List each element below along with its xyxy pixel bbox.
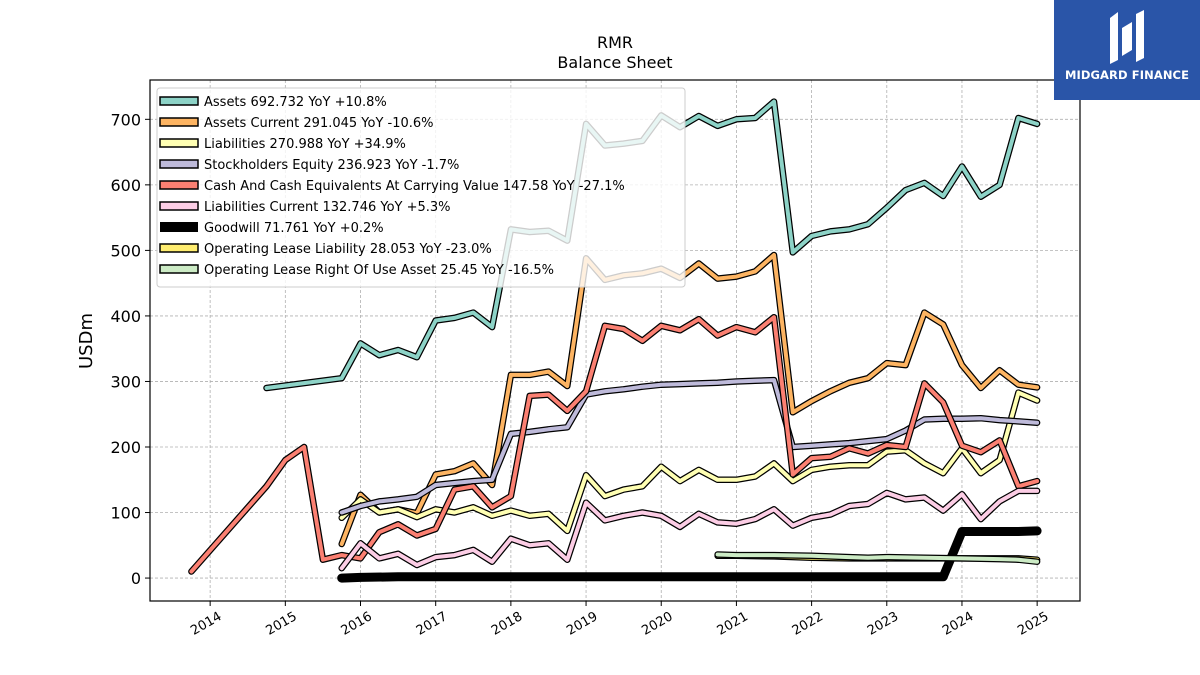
x-tick-label: 2018	[489, 609, 525, 639]
series-stockholders-equity	[338, 376, 1041, 516]
series-cash-and-cash-equivalents-at-carrying-value	[188, 313, 1041, 575]
y-tick-label: 200	[110, 438, 141, 457]
x-tick-label: 2023	[865, 609, 901, 639]
legend-item: Assets Current 291.045 YoY -10.6%	[159, 116, 434, 131]
y-axis-label: USDm	[76, 313, 97, 369]
legend-label: Stockholders Equity 236.923 YoY -1.7%	[204, 158, 459, 173]
y-tick-label: 500	[110, 241, 141, 260]
x-tick-label: 2021	[715, 609, 751, 639]
legend-swatch	[159, 159, 199, 169]
x-tick-label: 2017	[414, 609, 450, 639]
legend-item: Liabilities 270.988 YoY +34.9%	[159, 137, 406, 152]
legend-label: Operating Lease Liability 28.053 YoY -23…	[204, 242, 492, 257]
series-liabilities	[338, 389, 1041, 535]
series-line	[339, 253, 1040, 546]
legend-label: Assets 692.732 YoY +10.8%	[204, 95, 387, 110]
legend-swatch	[159, 117, 199, 127]
legend-box	[156, 87, 686, 288]
x-tick-label: 2024	[940, 609, 976, 639]
x-tick-label: 2025	[1015, 609, 1051, 639]
legend-label: Assets Current 291.045 YoY -10.6%	[204, 116, 434, 131]
legend: Assets 692.732 YoY +10.8% Assets Current …	[156, 87, 686, 288]
legend-swatch	[159, 201, 199, 211]
x-tick-label: 2022	[790, 609, 826, 639]
series-operating-lease-right-of-use-asset	[714, 551, 1041, 565]
legend-label: Goodwill 71.761 YoY +0.2%	[204, 221, 384, 236]
legend-label: Liabilities Current 132.746 YoY +5.3%	[204, 200, 451, 215]
plot-frame	[149, 79, 1081, 602]
x-tick-label: 2015	[263, 609, 299, 639]
series-liabilities-current	[338, 487, 1041, 572]
x-tick-label: 2020	[639, 609, 675, 639]
legend-item: Stockholders Equity 236.923 YoY -1.7%	[159, 158, 459, 173]
legend-item: Cash And Cash Equivalents At Carrying Va…	[159, 179, 625, 194]
series-line-outline	[338, 376, 1041, 516]
series-line	[339, 488, 1040, 571]
series-line	[339, 390, 1040, 533]
series-line	[339, 378, 1040, 515]
series-lines	[188, 98, 1042, 583]
legend-item: Liabilities Current 132.746 YoY +5.3%	[159, 200, 451, 215]
legend-swatch	[159, 96, 199, 106]
series-goodwill	[337, 526, 1042, 583]
legend-label: Cash And Cash Equivalents At Carrying Va…	[204, 179, 625, 194]
logo-emblem-icon	[1110, 10, 1144, 64]
legend-item: Operating Lease Right Of Use Asset 25.45…	[159, 263, 554, 278]
legend-swatch	[160, 222, 198, 232]
series-assets-current	[338, 251, 1041, 548]
y-tick-label: 600	[110, 176, 141, 195]
legend-item: Goodwill 71.761 YoY +0.2%	[160, 221, 384, 236]
legend-swatch	[159, 180, 199, 190]
brand-logo: MIDGARD FINANCE	[1054, 0, 1200, 100]
y-tick-label: 0	[131, 569, 141, 588]
legend-label: Operating Lease Right Of Use Asset 25.45…	[204, 263, 554, 278]
y-tick-label: 400	[110, 307, 141, 326]
legend-swatch	[159, 264, 199, 274]
chart-title: RMR	[597, 33, 633, 52]
x-tick-label: 2016	[339, 609, 375, 639]
legend-item: Operating Lease Liability 28.053 YoY -23…	[159, 242, 492, 257]
legend-item: Assets 692.732 YoY +10.8%	[159, 95, 387, 110]
logo-text: MIDGARD FINANCE	[1064, 68, 1190, 82]
y-tick-label: 300	[110, 372, 141, 391]
x-tick-label: 2019	[564, 609, 600, 639]
y-tick-label: 700	[110, 110, 141, 129]
series-line	[337, 526, 1042, 583]
x-tick-label: 2014	[188, 609, 224, 639]
legend-swatch	[159, 138, 199, 148]
series-line	[715, 552, 1040, 564]
y-tick-label: 100	[110, 504, 141, 523]
legend-swatch	[159, 243, 199, 253]
legend-label: Liabilities 270.988 YoY +34.9%	[204, 137, 406, 152]
series-line	[189, 315, 1040, 574]
chart-subtitle: Balance Sheet	[557, 53, 672, 72]
